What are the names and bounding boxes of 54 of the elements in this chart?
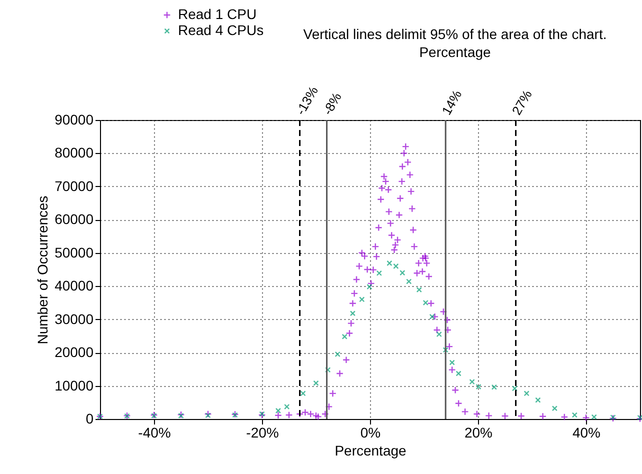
ref-line-label: -8% xyxy=(320,90,345,118)
x-tick-label: 20% xyxy=(464,424,493,440)
y-tick-label: 40000 xyxy=(54,278,94,294)
point xyxy=(300,390,306,396)
y-tick-label: 0 xyxy=(86,410,94,426)
point xyxy=(456,370,462,376)
point xyxy=(416,286,422,293)
point xyxy=(334,351,340,358)
y-tick-label: 30000 xyxy=(54,310,94,327)
point xyxy=(436,331,442,338)
point xyxy=(350,310,356,316)
point xyxy=(376,270,382,276)
x-tick-label: -40% xyxy=(138,424,171,440)
point xyxy=(442,347,448,353)
point xyxy=(524,390,530,396)
text: Vertical lines delimit 95% of the area of the chart. xyxy=(303,26,607,42)
y-tick-label: 70000 xyxy=(54,178,94,194)
point xyxy=(469,378,475,385)
point xyxy=(429,314,435,320)
point xyxy=(393,263,399,269)
y-tick-label: 10000 xyxy=(54,377,94,394)
point xyxy=(476,384,482,390)
point xyxy=(512,386,518,392)
point xyxy=(572,412,578,418)
point xyxy=(422,300,428,306)
point xyxy=(313,380,319,386)
x-tick-label: 40% xyxy=(572,424,601,440)
point xyxy=(205,412,211,418)
y-tick-label: 20000 xyxy=(54,344,94,360)
x-axis-title: Percentage xyxy=(334,442,407,458)
y-tick-label: 50000 xyxy=(54,244,94,260)
point xyxy=(552,406,558,412)
point xyxy=(491,384,498,390)
point xyxy=(325,367,331,373)
y-tick-label: 80000 xyxy=(54,144,94,161)
point xyxy=(535,397,541,403)
point xyxy=(400,270,406,276)
text: Percentage xyxy=(419,44,492,60)
point xyxy=(275,408,282,414)
point xyxy=(406,278,412,284)
point xyxy=(284,404,290,410)
point xyxy=(342,334,348,340)
y-tick-label: 90000 xyxy=(54,112,94,128)
y-tick-label: 60000 xyxy=(54,211,94,228)
x-tick-label: -20% xyxy=(246,424,279,440)
point xyxy=(386,260,392,266)
legend-label: Read 4 CPUs xyxy=(178,22,264,38)
x-tick-label: 0% xyxy=(360,424,381,440)
y-axis-title: Number of Occurrences xyxy=(34,196,51,344)
point xyxy=(359,296,365,302)
point xyxy=(449,360,455,366)
point xyxy=(366,284,372,290)
point xyxy=(591,414,597,420)
legend-label: Read 1 CPU xyxy=(178,6,257,22)
